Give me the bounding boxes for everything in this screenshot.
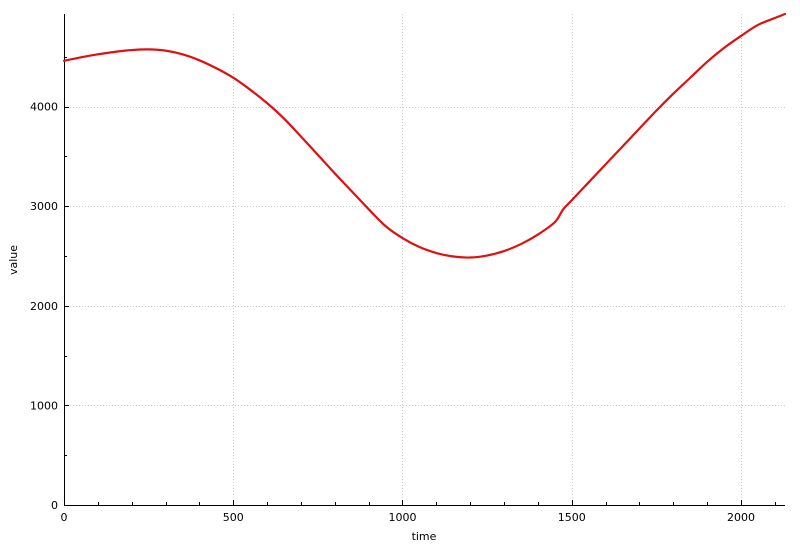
axes	[64, 14, 785, 506]
x-tick-label: 500	[223, 511, 244, 524]
x-tick-label: 2000	[727, 511, 755, 524]
tick-labels: 0 500 1000 1500 2000 0 1000 2000 3000 4000	[30, 101, 755, 524]
x-axis-title: time	[412, 530, 437, 543]
y-tick-label: 1000	[30, 399, 58, 412]
x-tick-label: 0	[61, 511, 68, 524]
x-tick-label: 1500	[558, 511, 586, 524]
y-axis-title: value	[7, 245, 20, 275]
series-layer	[62, 12, 787, 259]
x-tick-label: 1000	[388, 511, 416, 524]
y-tick-label: 2000	[30, 300, 58, 313]
y-tick-label: 4000	[30, 101, 58, 114]
grid	[64, 14, 785, 505]
y-tick-label: 0	[51, 499, 58, 512]
series-line	[62, 12, 787, 259]
y-tick-label: 3000	[30, 200, 58, 213]
